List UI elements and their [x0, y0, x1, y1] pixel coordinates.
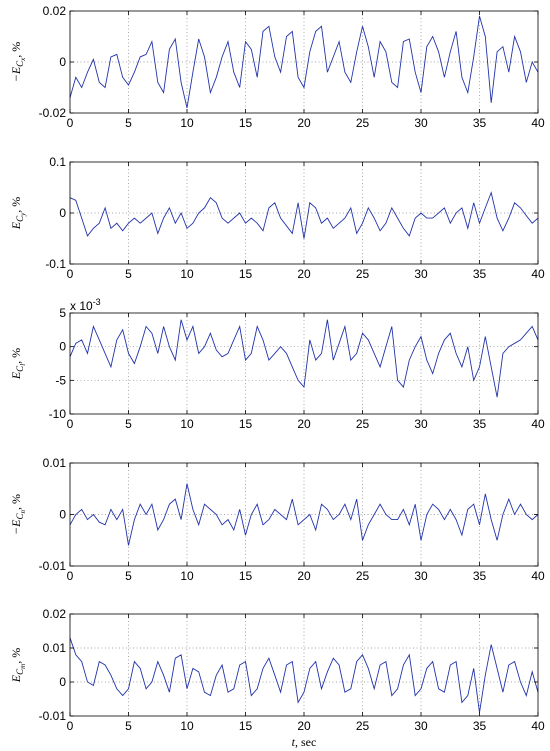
panel-5-ytick-0: -0.01: [39, 709, 67, 723]
panel-5-series-line: [69, 637, 539, 713]
panel-3-ytick-1: -5: [55, 373, 66, 387]
panel-4-xtick-0: 0: [67, 569, 74, 583]
panel-3-multiplier: x 10-3: [70, 297, 101, 313]
panel-5-xtick-2: 10: [180, 719, 194, 733]
panel-4-xtick-4: 20: [297, 569, 311, 583]
panel-2-series-line: [69, 191, 539, 239]
panel-2-xtick-5: 25: [356, 267, 370, 281]
panel-3-xtick-3: 15: [239, 417, 253, 431]
panel-2-xtick-7: 35: [473, 267, 487, 281]
panel-2-xtick-1: 5: [125, 267, 132, 281]
panel-1-xtick-1: 5: [125, 116, 132, 130]
panel-1-ylabel: −ECx, %: [9, 42, 27, 83]
panel-1-xtick-6: 30: [414, 116, 428, 130]
panel-3-xtick-1: 5: [125, 417, 132, 431]
panel-1-xtick-3: 15: [239, 116, 253, 130]
panel-4-xtick-1: 5: [125, 569, 132, 583]
panel-4-xtick-6: 30: [414, 569, 428, 583]
panel-2-ylabel: ECy, %: [9, 197, 27, 230]
panel-3-series-line: [69, 319, 539, 398]
panel-4-ytick-0: -0.01: [39, 559, 67, 573]
panel-5-xtick-6: 30: [414, 719, 428, 733]
panel-3-frame: [69, 312, 539, 415]
panel-5-ytick-1: 0: [59, 675, 66, 689]
panel-3-ytick-0: -10: [49, 407, 67, 421]
panel-3-xtick-2: 10: [180, 417, 194, 431]
panel-1-ytick-2: 0.02: [43, 4, 67, 18]
panel-2-xtick-3: 15: [239, 267, 253, 281]
panel-2-ytick-0: -0.1: [45, 257, 66, 271]
panel-2-xtick-0: 0: [67, 267, 74, 281]
panel-1-xtick-5: 25: [356, 116, 370, 130]
panel-3-ytick-3: 5: [59, 306, 66, 320]
panel-2-xtick-4: 20: [297, 267, 311, 281]
panel-5-xtick-4: 20: [297, 719, 311, 733]
panel-4-series-line: [69, 483, 539, 546]
panel-3-xtick-0: 0: [67, 417, 74, 431]
panel-1-ytick-0: -0.02: [39, 106, 67, 120]
panel-3-xtick-8: 40: [531, 417, 545, 431]
panel-5-ylabel: ECm, %: [9, 648, 27, 683]
panel-1-series-line: [69, 15, 539, 109]
panel-4-xtick-2: 10: [180, 569, 194, 583]
panel-5-xlabel: t, sec: [292, 735, 317, 749]
panel-1-xtick-0: 0: [67, 116, 74, 130]
panel-3-xtick-6: 30: [414, 417, 428, 431]
panel-5-frame: [69, 613, 539, 717]
panel-5-xtick-1: 5: [125, 719, 132, 733]
panel-4-xtick-3: 15: [239, 569, 253, 583]
panel-2-ytick-2: 0.1: [49, 155, 66, 169]
panel-5-xtick-8: 40: [531, 719, 545, 733]
panel-3-xtick-4: 20: [297, 417, 311, 431]
panel-2-xtick-8: 40: [531, 267, 545, 281]
panel-3-ylabel: ECl, %: [9, 348, 27, 380]
panel-1-xtick-8: 40: [531, 116, 545, 130]
panel-3: 0 5 10 15 20 25 30 35 40 -10 -5 0 5 x 10-3 ECl, %: [9, 297, 545, 431]
panel-3-xtick-7: 35: [473, 417, 487, 431]
panel-5-ytick-2: 0.01: [43, 641, 67, 655]
panel-1-xtick-2: 10: [180, 116, 194, 130]
panel-3-xtick-5: 25: [356, 417, 370, 431]
panel-2-xtick-6: 30: [414, 267, 428, 281]
panel-5-xtick-3: 15: [239, 719, 253, 733]
panel-2-ytick-1: 0: [59, 206, 66, 220]
panel-1-xtick-7: 35: [473, 116, 487, 130]
panel-5-xtick-5: 25: [356, 719, 370, 733]
panel-4-ytick-1: 0: [59, 508, 66, 522]
panel-1-ytick-1: 0: [59, 55, 66, 69]
panel-4-ytick-2: 0.01: [43, 456, 67, 470]
panel-1-xtick-4: 20: [297, 116, 311, 130]
panel-3-ytick-2: 0: [59, 340, 66, 354]
panel-5-xtick-7: 35: [473, 719, 487, 733]
panel-5-ytick-3: 0.02: [43, 607, 67, 621]
panel-4-xtick-8: 40: [531, 569, 545, 583]
panel-4-xtick-5: 25: [356, 569, 370, 583]
panel-4-ylabel: −ECn, %: [9, 494, 27, 535]
panel-2-xtick-2: 10: [180, 267, 194, 281]
panel-5-xtick-0: 0: [67, 719, 74, 733]
panel-4-xtick-7: 35: [473, 569, 487, 583]
